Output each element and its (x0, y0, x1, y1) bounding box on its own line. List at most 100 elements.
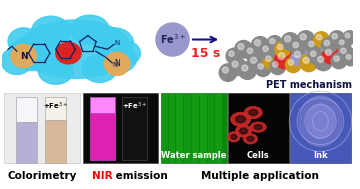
Circle shape (278, 44, 283, 50)
Circle shape (247, 54, 265, 72)
Ellipse shape (56, 43, 81, 64)
Circle shape (229, 51, 234, 57)
FancyBboxPatch shape (161, 93, 168, 163)
Circle shape (238, 43, 244, 50)
Circle shape (343, 31, 356, 44)
Text: N: N (114, 59, 120, 68)
Circle shape (306, 39, 321, 54)
Text: +Fe$^{3+}$: +Fe$^{3+}$ (43, 101, 68, 112)
Circle shape (226, 48, 242, 64)
Circle shape (282, 33, 299, 50)
Ellipse shape (250, 122, 266, 132)
Ellipse shape (10, 36, 53, 71)
Circle shape (239, 62, 256, 79)
Circle shape (288, 60, 293, 65)
Ellipse shape (8, 28, 39, 55)
Circle shape (284, 36, 291, 42)
Polygon shape (59, 48, 78, 63)
Circle shape (278, 53, 285, 60)
Text: Multiple application: Multiple application (201, 171, 319, 181)
Ellipse shape (102, 45, 136, 73)
Ellipse shape (104, 52, 130, 76)
Circle shape (332, 33, 337, 39)
Circle shape (270, 59, 285, 74)
FancyBboxPatch shape (168, 93, 175, 163)
Circle shape (266, 56, 271, 61)
Ellipse shape (19, 20, 132, 78)
Circle shape (229, 58, 247, 76)
FancyBboxPatch shape (215, 93, 222, 163)
Circle shape (293, 42, 298, 48)
FancyBboxPatch shape (16, 122, 37, 163)
Ellipse shape (95, 28, 134, 59)
Circle shape (346, 55, 351, 59)
Circle shape (297, 31, 315, 48)
FancyBboxPatch shape (228, 93, 289, 163)
Circle shape (255, 40, 261, 46)
FancyBboxPatch shape (90, 113, 115, 160)
Circle shape (331, 53, 347, 69)
Circle shape (344, 52, 357, 66)
Text: Colorimetry: Colorimetry (8, 171, 77, 181)
Circle shape (314, 32, 329, 47)
Text: NIR: NIR (91, 171, 112, 181)
FancyBboxPatch shape (184, 93, 191, 163)
FancyBboxPatch shape (208, 93, 214, 163)
Text: PET mechanism: PET mechanism (266, 80, 352, 90)
Ellipse shape (113, 41, 140, 65)
Ellipse shape (307, 104, 334, 139)
Text: N: N (112, 62, 117, 68)
Circle shape (338, 45, 354, 61)
Ellipse shape (228, 132, 240, 142)
Ellipse shape (38, 57, 73, 84)
FancyBboxPatch shape (45, 120, 67, 163)
Circle shape (300, 34, 306, 40)
FancyBboxPatch shape (90, 97, 115, 113)
Text: +Fe$^{3+}$: +Fe$^{3+}$ (122, 101, 147, 112)
Circle shape (308, 48, 323, 64)
Circle shape (315, 53, 332, 71)
Ellipse shape (254, 125, 262, 129)
Ellipse shape (299, 96, 342, 146)
Circle shape (337, 38, 351, 51)
Circle shape (258, 64, 264, 69)
Circle shape (285, 57, 301, 73)
Circle shape (242, 65, 248, 71)
Circle shape (300, 54, 318, 72)
Circle shape (275, 49, 294, 69)
Circle shape (316, 34, 322, 40)
Ellipse shape (1, 47, 32, 74)
FancyBboxPatch shape (161, 93, 227, 163)
Ellipse shape (82, 55, 117, 82)
Ellipse shape (31, 16, 70, 47)
Circle shape (251, 37, 269, 54)
FancyBboxPatch shape (16, 97, 37, 122)
FancyBboxPatch shape (200, 93, 207, 163)
Circle shape (255, 61, 271, 77)
Circle shape (329, 31, 345, 46)
Text: 15 s: 15 s (191, 47, 220, 60)
Ellipse shape (156, 23, 189, 56)
Circle shape (318, 56, 324, 62)
Ellipse shape (244, 107, 262, 118)
Circle shape (303, 57, 309, 63)
Text: Water sample: Water sample (161, 151, 227, 160)
Ellipse shape (244, 134, 257, 144)
Circle shape (294, 51, 301, 57)
Circle shape (232, 61, 238, 67)
Circle shape (247, 48, 253, 53)
Circle shape (275, 41, 290, 57)
Circle shape (267, 36, 283, 51)
Ellipse shape (249, 110, 258, 115)
Circle shape (273, 62, 278, 67)
Circle shape (235, 40, 252, 58)
Circle shape (323, 46, 340, 64)
Circle shape (251, 57, 257, 63)
Circle shape (309, 41, 314, 47)
Ellipse shape (236, 116, 246, 123)
Ellipse shape (240, 128, 247, 134)
Text: N: N (20, 52, 27, 60)
Circle shape (341, 48, 346, 53)
FancyBboxPatch shape (45, 97, 67, 120)
FancyBboxPatch shape (290, 93, 351, 163)
